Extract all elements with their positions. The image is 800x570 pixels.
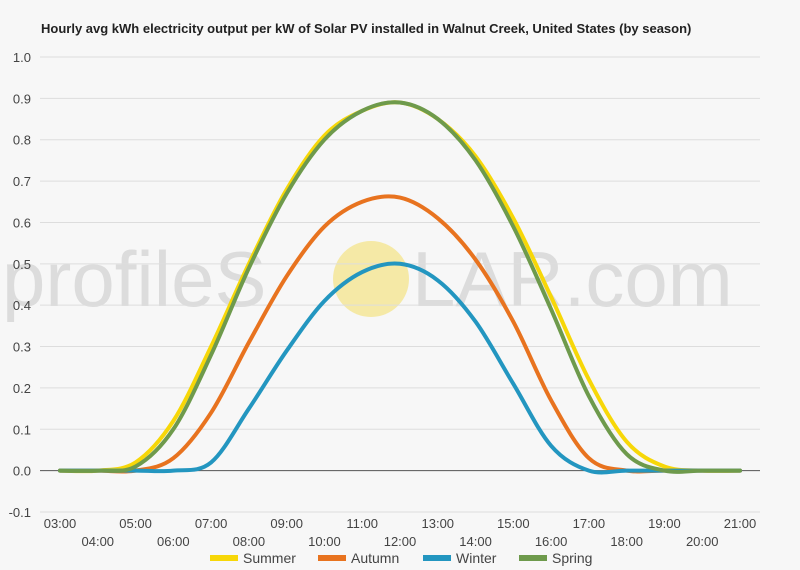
legend-item-autumn[interactable]: Autumn — [318, 550, 399, 566]
legend-label: Spring — [552, 550, 592, 566]
legend[interactable]: Summer Autumn Winter Spring — [210, 550, 592, 566]
legend-swatch — [423, 555, 451, 561]
y-tick-label: 0.3 — [13, 340, 31, 355]
series-line-spring — [58, 100, 742, 474]
x-tick-label: 16:00 — [535, 534, 568, 549]
legend-item-winter[interactable]: Winter — [423, 550, 497, 566]
x-tick-label: 20:00 — [686, 534, 719, 549]
x-tick-label: 18:00 — [610, 534, 643, 549]
series-line-winter — [58, 261, 742, 475]
x-tick-label: 14:00 — [459, 534, 492, 549]
x-tick-label: 19:00 — [648, 516, 681, 531]
x-tick-label: 15:00 — [497, 516, 530, 531]
chart-title: Hourly avg kWh electricity output per kW… — [41, 21, 691, 36]
legend-item-summer[interactable]: Summer — [210, 550, 296, 566]
series-lines — [58, 100, 742, 475]
x-tick-label: 12:00 — [384, 534, 417, 549]
y-tick-label: 0.6 — [13, 215, 31, 230]
x-tick-label: 03:00 — [44, 516, 77, 531]
x-tick-label: 07:00 — [195, 516, 228, 531]
y-tick-label: 0.2 — [13, 381, 31, 396]
x-tick-label: 09:00 — [270, 516, 303, 531]
legend-label: Summer — [243, 550, 296, 566]
x-tick-label: 10:00 — [308, 534, 341, 549]
legend-swatch — [519, 555, 547, 561]
y-tick-label: 0.4 — [13, 298, 31, 313]
x-tick-label: 08:00 — [233, 534, 266, 549]
x-tick-label: 17:00 — [573, 516, 606, 531]
watermark-text-right: LAR.com — [412, 235, 733, 323]
x-tick-label: 11:00 — [346, 516, 378, 531]
watermark-logo: profileS LAR.com — [2, 235, 733, 323]
x-tick-label: 04:00 — [82, 534, 115, 549]
y-tick-label: -0.1 — [9, 505, 31, 520]
y-tick-label: 0.7 — [13, 174, 31, 189]
y-tick-label: 0.1 — [13, 422, 31, 437]
sun-icon — [333, 241, 409, 317]
x-tick-label: 05:00 — [119, 516, 152, 531]
y-tick-label: 0.8 — [13, 133, 31, 148]
y-tick-label: 0.9 — [13, 91, 31, 106]
watermark-text-left: profileS — [2, 235, 266, 323]
y-tick-label: 0.0 — [13, 464, 31, 479]
legend-label: Winter — [456, 550, 497, 566]
y-axis: -0.1 0.0 0.1 0.2 0.3 0.4 0.5 0.6 0.7 0.8 0.9 1.0 — [9, 50, 31, 520]
x-tick-label: 06:00 — [157, 534, 190, 549]
x-tick-label: 21:00 — [724, 516, 757, 531]
y-tick-label: 0.5 — [13, 257, 31, 272]
x-axis: 03:00 04:00 05:00 06:00 07:00 08:00 09:00 10:00… — [44, 516, 757, 549]
legend-swatch — [210, 555, 238, 561]
legend-swatch — [318, 555, 346, 561]
x-tick-label: 13:00 — [422, 516, 455, 531]
y-tick-label: 1.0 — [13, 50, 31, 65]
legend-label: Autumn — [351, 550, 399, 566]
legend-item-spring[interactable]: Spring — [519, 550, 592, 566]
